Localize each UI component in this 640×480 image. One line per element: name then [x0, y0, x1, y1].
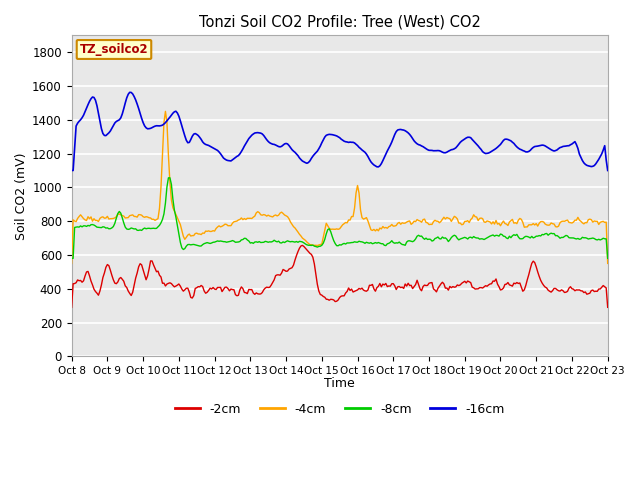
X-axis label: Time: Time	[324, 377, 355, 390]
Text: TZ_soilco2: TZ_soilco2	[79, 43, 148, 56]
Y-axis label: Soil CO2 (mV): Soil CO2 (mV)	[15, 152, 28, 240]
Legend: -2cm, -4cm, -8cm, -16cm: -2cm, -4cm, -8cm, -16cm	[170, 398, 510, 420]
Title: Tonzi Soil CO2 Profile: Tree (West) CO2: Tonzi Soil CO2 Profile: Tree (West) CO2	[199, 15, 481, 30]
